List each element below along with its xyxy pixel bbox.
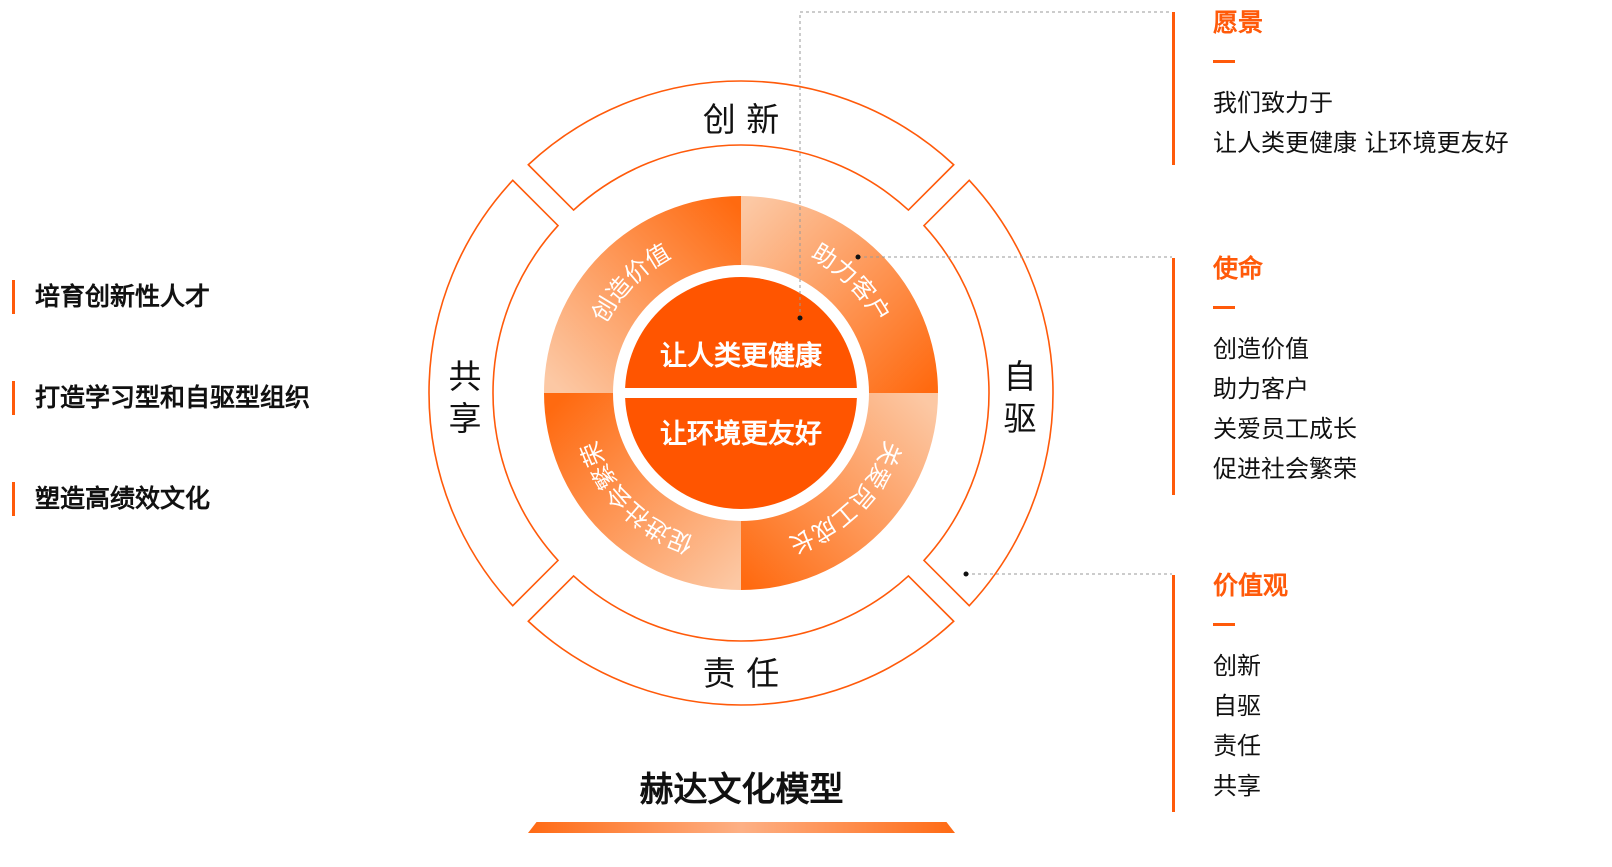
value-segment-bottom	[527, 574, 955, 706]
value-label-left-2: 享	[449, 399, 482, 438]
panel-line: 我们致力于	[1213, 89, 1333, 117]
leader-line-vision	[799, 11, 1172, 318]
model-title-underline	[528, 822, 955, 833]
panel-title: 愿景	[1213, 8, 1264, 37]
mission-quadrant	[741, 196, 938, 393]
value-label-right-2: 驱	[1004, 399, 1037, 438]
panel-line: 共享	[1213, 772, 1261, 800]
value-segment-top	[527, 80, 955, 212]
panel-title: 价值观	[1213, 571, 1289, 600]
panel-values: 价值观 创新 自驱 责任 共享	[1172, 571, 1288, 812]
core-bottom-text: 让环境更友好	[660, 419, 822, 450]
value-label-top: 创 新	[703, 100, 780, 139]
mission-quadrant	[544, 393, 741, 590]
value-label-bottom: 责 任	[703, 654, 780, 693]
panel-vision: 愿景 我们致力于 让人类更健康 让环境更友好	[1172, 8, 1509, 165]
panel-line: 创造价值	[1213, 335, 1309, 363]
core-divider	[620, 388, 862, 398]
value-label-right-1: 自	[1004, 357, 1037, 396]
panel-line: 促进社会繁荣	[1213, 455, 1357, 483]
core-top-text: 让人类更健康	[660, 340, 823, 372]
left-item: 打造学习型和自驱型组织	[12, 381, 310, 415]
panel-line: 责任	[1213, 732, 1261, 760]
leader-dot	[797, 315, 803, 321]
mission-quadrant	[544, 196, 741, 393]
leader-dot	[855, 254, 861, 260]
panel-line: 关爱员工成长	[1213, 415, 1357, 443]
panel-line: 助力客户	[1213, 375, 1309, 403]
left-item: 塑造高绩效文化	[12, 482, 210, 516]
panel-dash	[1213, 623, 1235, 626]
panel-title: 使命	[1213, 254, 1264, 283]
panel-line: 创新	[1213, 652, 1261, 680]
left-item: 培育创新性人才	[12, 280, 210, 314]
panel-line: 让人类更健康 让环境更友好	[1213, 129, 1509, 157]
panel-dash	[1213, 60, 1235, 63]
value-segment-left	[428, 179, 560, 607]
value-segment-right	[922, 179, 1054, 607]
leader-dot	[963, 571, 969, 577]
mission-quadrant	[741, 393, 938, 590]
panel-line: 自驱	[1213, 692, 1261, 720]
value-label-left-1: 共	[449, 357, 482, 396]
model-title: 赫达文化模型	[639, 770, 844, 810]
panel-dash	[1213, 306, 1235, 309]
panel-mission: 使命 创造价值 助力客户 关爱员工成长 促进社会繁荣	[1172, 254, 1357, 495]
